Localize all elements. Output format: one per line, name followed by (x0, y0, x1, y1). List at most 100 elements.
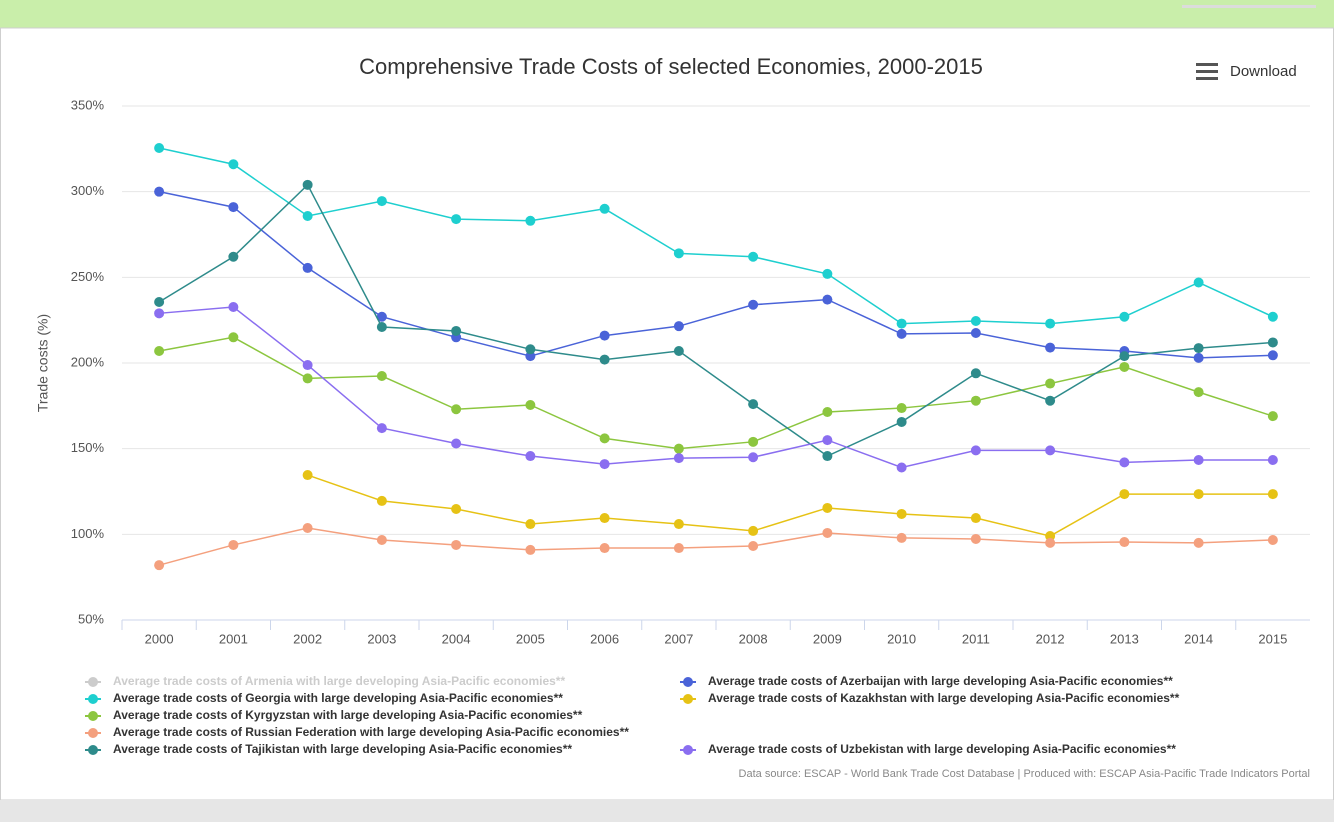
legend-item[interactable]: Average trade costs of Kazakhstan with l… (680, 691, 1180, 705)
series-line (158, 190, 1273, 359)
x-tick-label: 2003 (367, 631, 396, 646)
data-point (1119, 351, 1130, 362)
data-point (1045, 537, 1056, 548)
data-point (1193, 352, 1204, 363)
legend-label[interactable]: Average trade costs of Uzbekistan with l… (708, 742, 1176, 756)
legend-label[interactable]: Average trade costs of Russian Federatio… (113, 725, 629, 739)
legend-label[interactable]: Average trade costs of Kazakhstan with l… (708, 691, 1180, 705)
data-point (376, 423, 387, 434)
series-line (158, 527, 1273, 566)
legend-symbol (683, 677, 693, 687)
legend-label[interactable]: Average trade costs of Tajikistan with l… (113, 742, 572, 756)
legend-item[interactable]: Average trade costs of Azerbaijan with l… (680, 674, 1173, 688)
data-point (599, 459, 610, 470)
legend-label[interactable]: Average trade costs of Kyrgyzstan with l… (113, 708, 583, 722)
data-point (896, 462, 907, 473)
data-point (302, 179, 313, 190)
legend-label[interactable]: Average trade costs of Georgia with larg… (113, 691, 563, 705)
data-point (748, 251, 759, 262)
y-tick-label: 300% (71, 183, 105, 198)
chart-title: Comprehensive Trade Costs of selected Ec… (359, 54, 983, 79)
legend-symbol (88, 711, 98, 721)
x-tick-label: 2007 (664, 631, 693, 646)
data-point (748, 399, 759, 410)
download-button[interactable]: Download (1196, 63, 1297, 80)
legend-symbol (683, 745, 693, 755)
data-point (1045, 318, 1056, 329)
data-point (525, 519, 536, 530)
series-line (307, 474, 1273, 537)
legend-item[interactable]: Average trade costs of Tajikistan with l… (85, 742, 572, 756)
legend-symbol (683, 694, 693, 704)
data-point (896, 416, 907, 427)
data-point (1267, 454, 1278, 465)
data-point (822, 527, 833, 538)
data-point (154, 186, 165, 197)
data-point (822, 435, 833, 446)
x-tick-label: 2011 (962, 631, 990, 646)
data-point (1267, 350, 1278, 361)
legend-item[interactable]: Average trade costs of Armenia with larg… (85, 674, 565, 688)
data-point (896, 318, 907, 329)
data-point (1045, 395, 1056, 406)
top-tab (1182, 5, 1316, 8)
download-label[interactable]: Download (1230, 63, 1297, 80)
data-point (451, 438, 462, 449)
data-point (451, 214, 462, 225)
y-axis-title: Trade costs (%) (35, 314, 51, 412)
data-point (154, 346, 165, 357)
legend-symbol (88, 694, 98, 704)
legend-item[interactable]: Average trade costs of Russian Federatio… (85, 725, 629, 739)
data-point (228, 539, 239, 550)
data-point (1193, 537, 1204, 548)
data-point (302, 522, 313, 533)
data-point (154, 142, 165, 153)
top-bar (0, 0, 1334, 28)
data-point (228, 202, 239, 213)
menu-icon (1196, 77, 1218, 80)
y-tick-label: 100% (71, 526, 105, 541)
legend-label[interactable]: Average trade costs of Azerbaijan with l… (708, 674, 1173, 688)
x-tick-label: 2014 (1184, 631, 1213, 646)
data-point (970, 328, 981, 339)
data-point (599, 203, 610, 214)
data-point (376, 311, 387, 322)
data-point (451, 539, 462, 550)
legend-item[interactable]: Average trade costs of Kyrgyzstan with l… (85, 708, 583, 722)
data-point (822, 407, 833, 418)
y-tick-label: 200% (71, 354, 105, 369)
data-point (228, 159, 239, 170)
data-point (525, 215, 536, 226)
data-point (970, 445, 981, 456)
legend-item[interactable]: Average trade costs of Georgia with larg… (85, 691, 563, 705)
x-tick-label: 2013 (1110, 631, 1139, 646)
frame (0, 27, 1334, 801)
data-point (673, 519, 684, 530)
data-point (748, 525, 759, 536)
legend-label[interactable]: Average trade costs of Armenia with larg… (113, 674, 565, 688)
data-point (1267, 411, 1278, 422)
data-point (525, 351, 536, 362)
data-point (302, 360, 313, 371)
data-point (1193, 343, 1204, 354)
data-point (599, 433, 610, 444)
legend-item[interactable]: Average trade costs of Uzbekistan with l… (680, 742, 1176, 756)
data-point (822, 268, 833, 279)
data-point (822, 451, 833, 462)
x-tick-label: 2012 (1036, 631, 1065, 646)
y-tick-label: 350% (71, 97, 105, 112)
y-tick-label: 150% (71, 440, 105, 455)
data-point (302, 373, 313, 384)
data-point (673, 453, 684, 464)
data-point (376, 371, 387, 382)
data-point (228, 301, 239, 312)
data-point (673, 346, 684, 357)
data-point (1193, 489, 1204, 500)
x-tick-label: 2000 (145, 631, 174, 646)
data-point (1119, 361, 1130, 372)
data-point (302, 262, 313, 273)
data-point (1267, 337, 1278, 348)
data-point (525, 544, 536, 555)
data-point (970, 533, 981, 544)
x-tick-label: 2009 (813, 631, 842, 646)
